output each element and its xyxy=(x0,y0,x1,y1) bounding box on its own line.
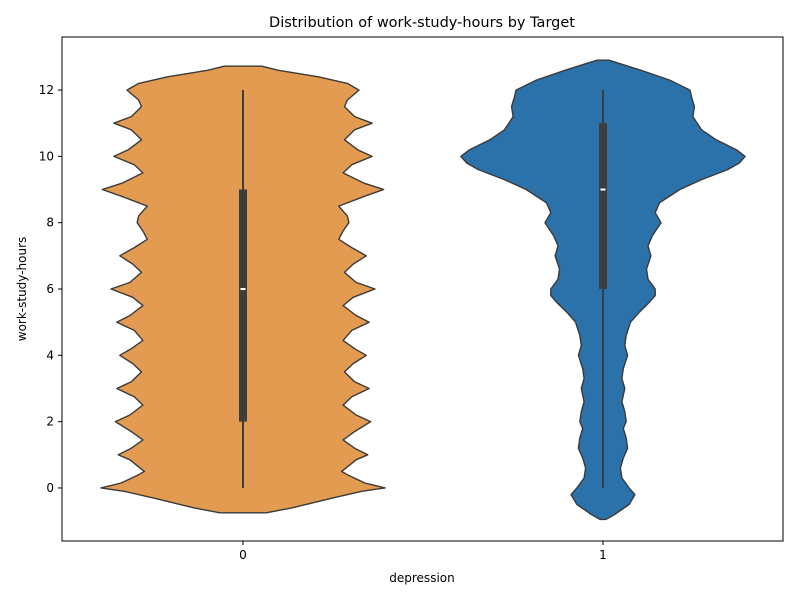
x-tick-label: 0 xyxy=(239,548,247,562)
y-tick-label: 4 xyxy=(46,348,54,362)
iqr-box-0 xyxy=(239,189,247,422)
y-tick-label: 10 xyxy=(39,149,54,163)
y-axis-label: work-study-hours xyxy=(15,237,29,342)
y-tick-label: 0 xyxy=(46,481,54,495)
x-tick-label: 1 xyxy=(599,548,607,562)
violins-layer xyxy=(100,59,746,521)
plot-frame xyxy=(61,36,784,542)
y-tick-label: 8 xyxy=(46,216,54,230)
y-tick-label: 12 xyxy=(39,83,54,97)
iqr-box-1 xyxy=(599,123,607,289)
x-axis-label: depression xyxy=(389,571,454,585)
y-axis: 0 2 4 6 8 10 12 xyxy=(39,83,62,495)
y-tick-label: 2 xyxy=(46,415,54,429)
chart-title: Distribution of work-study-hours by Targ… xyxy=(269,15,575,31)
y-tick-label: 6 xyxy=(46,282,54,296)
